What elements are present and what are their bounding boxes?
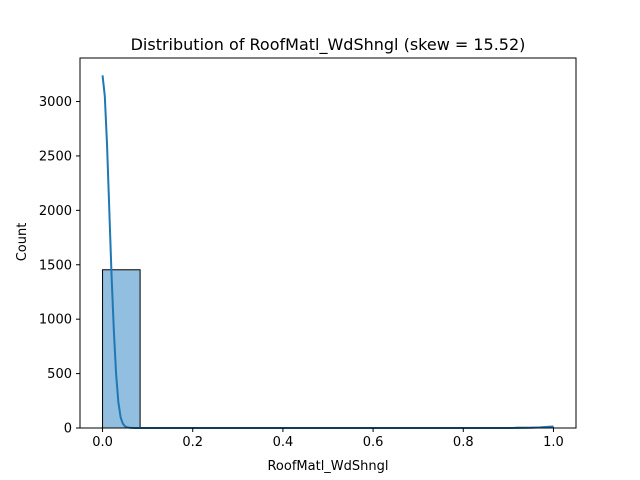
y-tick-label: 3000 — [39, 95, 72, 110]
kde-line — [101, 75, 554, 429]
y-tick-label: 2000 — [39, 204, 72, 219]
plot-area — [101, 75, 554, 429]
chart-title: Distribution of RoofMatl_WdShngl (skew =… — [131, 35, 526, 55]
x-tick-label: 0.6 — [363, 435, 384, 450]
x-tick-label: 0.2 — [182, 435, 203, 450]
y-tick-label: 500 — [47, 367, 72, 382]
y-tick-label: 2500 — [39, 149, 72, 164]
y-tick-label: 1000 — [39, 313, 72, 328]
plot-frame — [79, 57, 577, 429]
x-tick-label: 0.8 — [453, 435, 474, 450]
y-tick-label: 0 — [64, 422, 72, 437]
histogram-bar — [102, 269, 141, 429]
x-axis-label: RoofMatl_WdShngl — [267, 459, 388, 474]
x-tick-label: 1.0 — [543, 435, 564, 450]
x-tick-label: 0.4 — [273, 435, 294, 450]
y-axis: 0 500 1000 1500 2000 2500 3000 — [39, 95, 80, 437]
x-axis: 0.0 0.2 0.4 0.6 0.8 1.0 — [92, 428, 564, 450]
y-axis-label: Count — [15, 223, 30, 262]
y-tick-label: 1500 — [39, 258, 72, 273]
x-tick-label: 0.0 — [92, 435, 113, 450]
